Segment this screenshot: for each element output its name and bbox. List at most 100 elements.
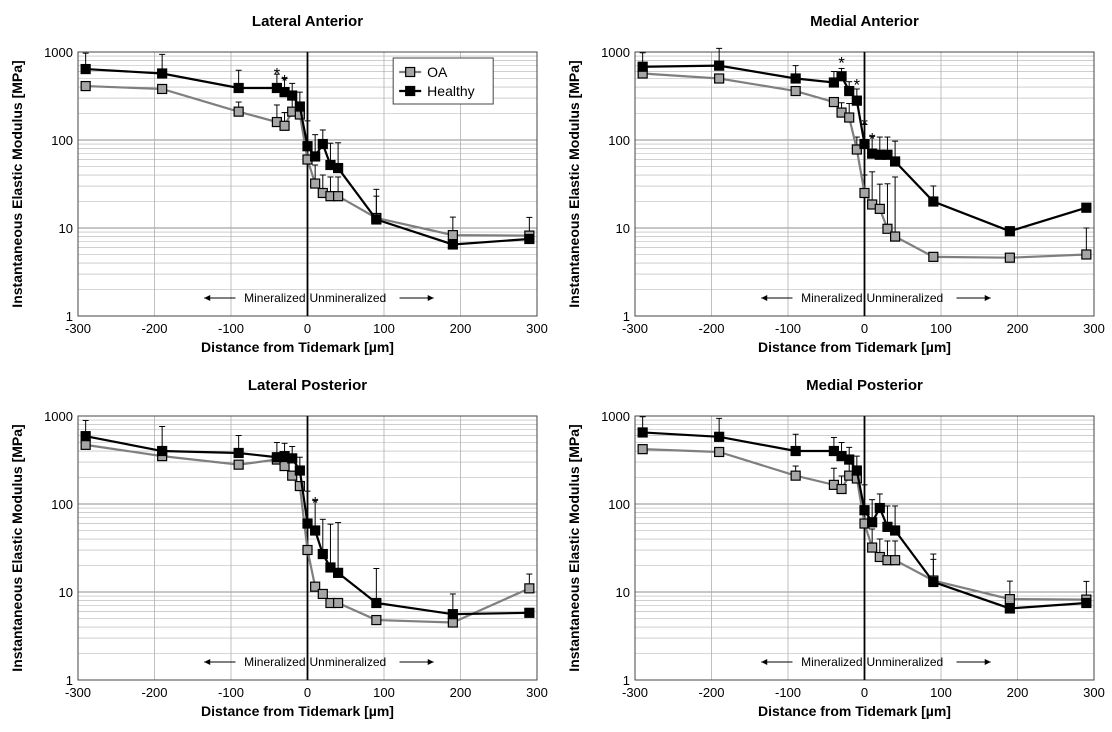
data-point-healthy [844,454,855,465]
data-point-healthy [1081,597,1092,609]
chart-title: Medial Posterior [806,377,923,394]
data-point-oa [874,203,885,214]
data-point-healthy [714,431,725,442]
y-axis-label: Instantaneous Elastic Modulus [MPa] [9,424,25,671]
y-tick-label: 1000 [601,409,630,424]
data-point-oa [310,178,321,189]
data-point-oa [233,106,244,117]
region-label-unmineralized: Unmineralized [310,655,387,669]
data-point-healthy [714,60,725,71]
legend-label: OA [427,64,448,80]
data-point-healthy [287,453,298,464]
x-tick-label: -300 [622,321,648,336]
x-axis-label: Distance from Tidemark [µm] [758,339,951,355]
data-point-healthy [294,465,305,476]
region-label-mineralized: Mineralized [801,291,862,305]
data-point-oa [294,480,305,492]
x-axis-label: Distance from Tidemark [µm] [201,703,394,719]
data-point-oa [889,555,901,566]
data-point-healthy [637,61,648,72]
data-point-oa [310,581,321,592]
data-point-healthy [80,431,91,442]
significance-asterisk: * [861,115,868,134]
data-point-healthy [157,68,168,79]
data-point-healthy [889,156,901,167]
x-tick-label: 300 [526,685,548,700]
x-tick-label: 100 [930,321,952,336]
data-point-healthy [302,518,313,529]
x-tick-label: 200 [450,321,472,336]
data-point-oa [287,470,298,481]
x-tick-label: -200 [141,321,167,336]
legend-label: Healthy [427,83,474,99]
data-point-healthy [851,95,862,106]
y-tick-label: 100 [51,497,73,512]
data-point-oa [333,597,344,609]
y-tick-label: 10 [616,221,630,236]
chart-panel-medial-posterior: -300 -200 -100 0 100 200 300 1 10 100 1000 Medial P… [566,377,1105,719]
x-tick-label: -300 [65,321,91,336]
data-point-oa [279,120,290,131]
x-tick-label: 0 [304,685,311,700]
data-point-healthy [637,427,648,438]
data-point-oa [333,191,344,202]
significance-asterisk: * [274,65,281,84]
x-tick-label: -300 [622,685,648,700]
legend-box [392,57,494,105]
y-tick-label: 1000 [44,45,73,60]
region-label-unmineralized: Unmineralized [867,291,944,305]
data-point-healthy [1004,603,1015,614]
data-point-oa [859,187,870,199]
data-point-healthy [302,141,313,152]
x-tick-label: -200 [698,685,724,700]
significance-asterisk: * [312,493,319,512]
data-point-healthy [524,233,535,245]
arrowhead-right [984,659,991,666]
data-point-healthy [844,85,855,97]
data-point-oa [844,112,855,123]
data-point-oa [928,251,939,262]
data-point-healthy [233,447,244,459]
x-tick-label: 0 [861,685,868,700]
arrowhead-right [427,659,434,666]
y-axis-label: Instantaneous Elastic Modulus [MPa] [566,424,582,671]
data-point-healthy [874,502,885,514]
chart-title: Lateral Posterior [248,377,367,394]
data-point-healthy [882,149,893,160]
chart-title: Medial Anterior [810,13,919,30]
data-point-healthy [1081,202,1092,213]
data-point-oa [714,446,725,458]
arrowhead-left [204,659,211,666]
data-point-oa [447,230,458,241]
arrowhead-left [761,659,768,666]
significance-asterisk: * [838,54,845,73]
region-label-unmineralized: Unmineralized [310,291,387,305]
y-tick-label: 10 [59,221,73,236]
y-axis-label: Instantaneous Elastic Modulus [MPa] [9,60,25,307]
data-point-oa [836,483,847,495]
y-tick-label: 1 [623,309,630,324]
data-point-oa [157,83,168,95]
legend-marker [405,85,416,97]
x-tick-label: -200 [698,321,724,336]
data-point-healthy [371,214,382,225]
data-point-healthy [333,567,344,578]
data-point-healthy [1004,226,1015,237]
arrowhead-right [427,295,434,302]
data-point-healthy [836,71,847,82]
x-axis-label: Distance from Tidemark [µm] [758,703,951,719]
x-tick-label: -300 [65,685,91,700]
data-point-oa [80,80,91,92]
data-point-healthy [80,63,91,75]
data-point-healthy [867,517,878,528]
data-point-healthy [859,138,870,150]
data-point-healthy [310,525,321,536]
y-tick-label: 1000 [44,409,73,424]
data-point-healthy [928,196,939,207]
data-point-oa [637,444,648,455]
x-tick-label: -100 [218,321,244,336]
x-tick-label: 100 [930,685,952,700]
data-point-healthy [333,162,344,174]
